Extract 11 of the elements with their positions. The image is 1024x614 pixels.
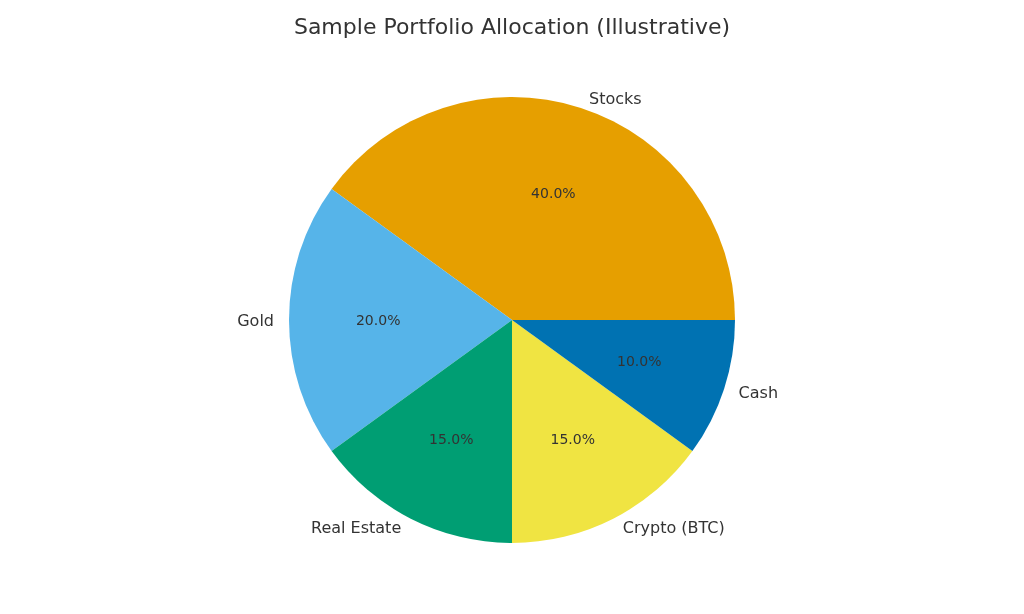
data-label: 15.0% xyxy=(429,431,474,448)
chart-title: Sample Portfolio Allocation (Illustrative) xyxy=(293,13,731,39)
slice-label: Real Estate xyxy=(311,518,402,538)
slice-label: Gold xyxy=(237,310,274,330)
data-label: 10.0% xyxy=(617,353,662,370)
data-label: 40.0% xyxy=(531,184,576,201)
slice-label: Cash xyxy=(738,382,779,402)
data-label: 20.0% xyxy=(355,312,401,328)
data-label: 15.0% xyxy=(550,431,595,448)
slice-label: Crypto (BTC) xyxy=(622,518,725,538)
slice-label: Stocks xyxy=(589,88,642,108)
